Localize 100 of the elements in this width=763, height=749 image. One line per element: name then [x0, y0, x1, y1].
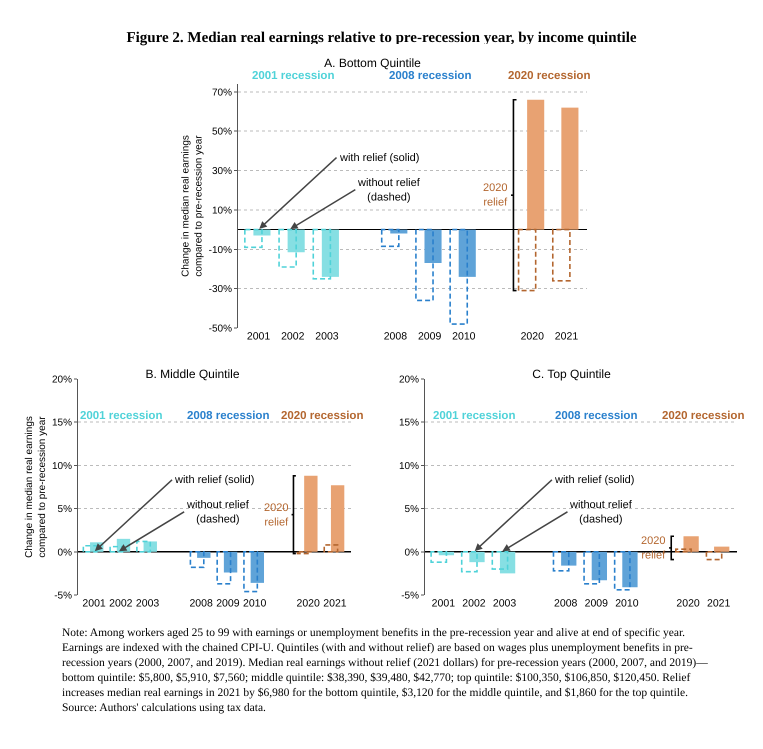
- chart-title: B. Middle Quintile: [145, 366, 240, 381]
- bar: [458, 230, 476, 277]
- text: Note: Among workers aged 25 to 99 with earnings or unemployment benefits in the pre-recession year and alive at end of specific year. Earnings are indexed with the chained CPI-U. Quintiles (with and without relief) are based on wages plus unemployment benefits in pre-recession years (2000, 2007, and 2019). Median real earnings without relief (2021 dollars) for pre-recession years (2000, 2007, and 2019)—bottom quintile: $5,800, $5,910, $7,560; middle quintile: $38,390, $39,480, $42,770; top quintile: $100,350, $106,850, $120,450. Relief increases median real earnings in 2021 by $6,980 for the bottom quintile, $3,120 for the middle quintile, and $1,860 for the top quintile. Source: Authors' calculations using tax data.: [62, 626, 709, 716]
- bar: [683, 536, 699, 552]
- x-tick-label: 2002: [462, 598, 486, 610]
- chart-subtitle: A. Bottom Quintile: [324, 56, 422, 70]
- bar: [561, 108, 578, 230]
- bar: [243, 551, 258, 592]
- bar: [136, 540, 152, 553]
- y-tick-label: -30%: [208, 284, 232, 296]
- x-tick-label: 2001: [246, 330, 270, 342]
- annotation: 2020 relief: [641, 535, 666, 562]
- annotation: without relief (dashed): [569, 499, 633, 526]
- bar: [583, 551, 600, 585]
- x-tick-label: 2009: [584, 598, 608, 610]
- y-tick-label: 10%: [52, 460, 72, 472]
- x-tick-label: 2003: [315, 330, 339, 342]
- bar: [552, 551, 570, 572]
- x-tick-label: 2021: [706, 598, 730, 610]
- x-tick-label: 2002: [281, 330, 305, 342]
- bar: [250, 552, 264, 583]
- bar: [288, 230, 305, 252]
- annotation: 2020 relief: [483, 182, 508, 208]
- annotation: 2008 recession: [187, 410, 270, 422]
- bar: [296, 551, 312, 554]
- y-tick-label: 10%: [398, 460, 420, 472]
- y-tick-label: -5%: [54, 590, 72, 602]
- y-tick-label: 20%: [52, 374, 72, 386]
- x-tick-label: 2001: [82, 598, 106, 610]
- annotation: with relief (solid): [554, 474, 634, 486]
- bar: [380, 228, 400, 248]
- x-tick-label: 2002: [109, 598, 133, 610]
- x-tick-label: 2020: [520, 330, 544, 342]
- bar: [312, 228, 332, 280]
- bar: [592, 552, 607, 580]
- annotation: without relief (dashed): [186, 499, 250, 526]
- bar: [304, 476, 318, 552]
- x-tick-label: 2008: [189, 598, 213, 610]
- bar: [323, 544, 338, 553]
- y-tick-label: 70%: [212, 87, 232, 98]
- bar: [322, 230, 339, 277]
- bar: [415, 228, 434, 302]
- x-tick-label: 2020: [676, 598, 700, 610]
- bar: [278, 228, 297, 268]
- text: 2008 recession: [389, 70, 472, 82]
- bar: [190, 551, 205, 568]
- annotation: 2020 recession: [281, 410, 364, 422]
- x-tick-label: 2021: [554, 330, 578, 342]
- x-tick-label: 2021: [323, 598, 347, 610]
- x-tick-label: 2001: [432, 598, 456, 610]
- y-tick-label: 50%: [212, 126, 232, 138]
- bar: [622, 552, 638, 588]
- y-tick-label: 5%: [58, 504, 72, 516]
- bar: [518, 228, 536, 292]
- y-tick-label: 5%: [404, 504, 420, 516]
- x-tick-label: 2010: [615, 598, 639, 610]
- y-tick-label: -5%: [401, 590, 420, 602]
- y-tick-label: 0%: [404, 547, 420, 558]
- x-tick-label: 2009: [418, 330, 442, 342]
- y-axis-title: Change in median real earnings compared to pre-recession year: [24, 416, 48, 558]
- annotation: with relief (solid): [339, 152, 420, 164]
- annotation: 2001 recession: [433, 410, 516, 422]
- bar: [675, 548, 692, 553]
- y-tick-label: 15%: [52, 418, 72, 429]
- annotation: without relief (dashed): [357, 177, 421, 204]
- annotation: with relief (solid): [174, 474, 254, 486]
- bar: [714, 546, 730, 552]
- y-tick-label: -50%: [208, 324, 232, 334]
- text: 2020 recession: [508, 70, 590, 82]
- x-tick-label: 2008: [554, 598, 578, 610]
- bar: [330, 485, 344, 552]
- x-tick-label: 2003: [492, 598, 516, 610]
- y-tick-label: 0%: [58, 547, 72, 558]
- bar: [706, 551, 723, 560]
- annotation: 2008 recession: [555, 410, 638, 422]
- x-tick-label: 2003: [136, 598, 160, 610]
- y-tick-label: 15%: [398, 418, 420, 429]
- bar: [224, 552, 238, 573]
- chart-title: C. Top Quintile: [532, 366, 612, 381]
- bar: [460, 551, 478, 572]
- x-tick-label: 2008: [384, 330, 408, 342]
- chart-title: Figure 2. Median real earnings relative to pre-recession year, by income quintile: [125, 30, 638, 47]
- x-tick-label: 2009: [216, 598, 240, 610]
- bar: [527, 100, 544, 230]
- bar: [244, 228, 263, 248]
- y-tick-label: 20%: [398, 374, 420, 386]
- annotation: 2001 recession: [80, 410, 162, 422]
- annotation: 2020 relief: [264, 502, 290, 528]
- bar: [430, 551, 448, 563]
- y-axis-title: Change in median real earnings compared to pre-recession year: [180, 134, 205, 277]
- annotation: 2020 recession: [662, 410, 744, 422]
- bar: [491, 551, 508, 570]
- x-tick-label: 2010: [452, 330, 476, 342]
- bar: [561, 552, 576, 566]
- x-tick-label: 2010: [242, 598, 266, 610]
- y-tick-label: 30%: [212, 166, 232, 178]
- bar: [216, 551, 232, 585]
- text: 2001 recession: [252, 70, 334, 82]
- y-tick-label: 10%: [212, 205, 232, 216]
- bar: [614, 551, 631, 591]
